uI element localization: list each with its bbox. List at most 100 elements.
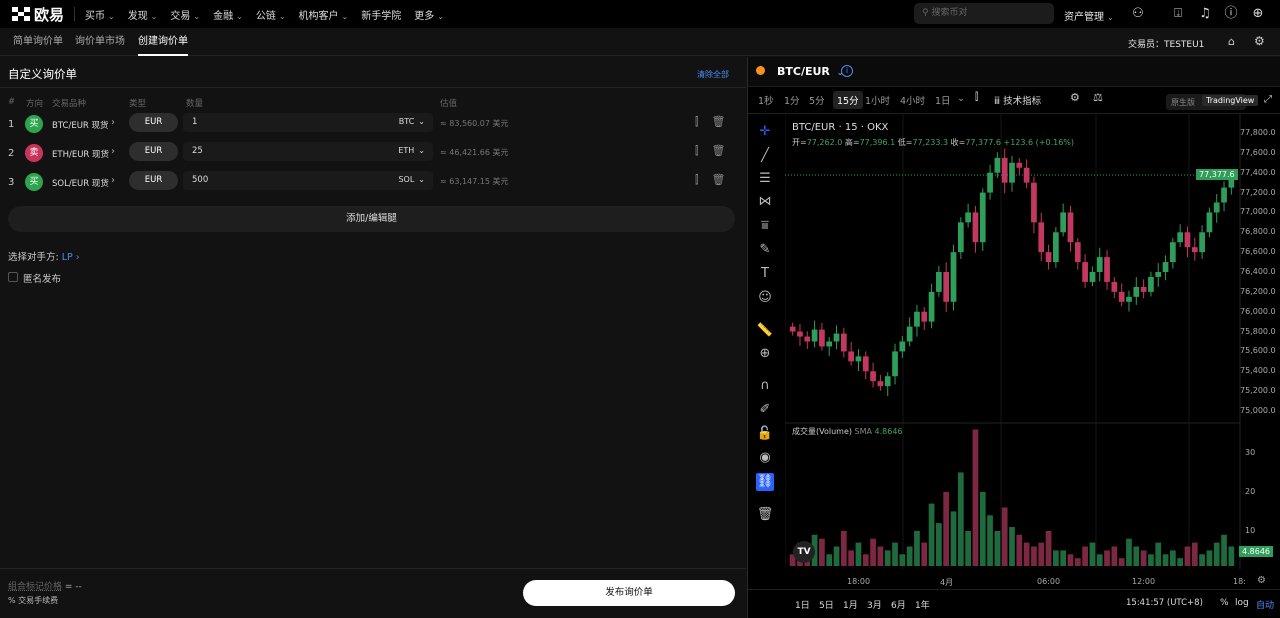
quantity-input[interactable]: 25 ETH ⌄ bbox=[183, 142, 433, 161]
trading-fee-link[interactable]: % 交易手续费 bbox=[8, 596, 59, 605]
instrument-label[interactable]: ETH/EUR 现货 bbox=[52, 150, 110, 160]
tab-rfq-market[interactable]: 询价单市场 bbox=[75, 36, 125, 47]
symbol-selector[interactable]: BTC/EUR ⌄ bbox=[777, 65, 843, 78]
emoji-icon[interactable]: ☺ bbox=[758, 290, 772, 305]
nav-item[interactable]: 新手学院 bbox=[361, 7, 401, 22]
nav-item[interactable]: 买币 ⌄ bbox=[85, 7, 115, 22]
add-edit-leg-button[interactable]: 添加/编辑腿 bbox=[8, 206, 735, 232]
nav-item[interactable]: 更多 ⌄ bbox=[414, 7, 444, 22]
unit-select[interactable]: SOL ⌄ bbox=[398, 175, 425, 184]
quantity-input[interactable]: 500 SOL ⌄ bbox=[183, 171, 433, 190]
anonymous-checkbox[interactable] bbox=[8, 272, 18, 282]
side-badge[interactable]: 卖 bbox=[25, 144, 43, 162]
unit-select[interactable]: BTC ⌄ bbox=[399, 117, 425, 126]
type-select[interactable]: EUR bbox=[129, 142, 178, 161]
adjust-icon[interactable]: ⫿ bbox=[695, 115, 712, 128]
indicators-button[interactable]: ⅲ 技术指标 bbox=[994, 93, 1041, 107]
timeframe-1[interactable]: 1分 bbox=[784, 96, 800, 107]
instrument-label[interactable]: BTC/EUR 现货 bbox=[52, 121, 109, 131]
timeframe-2[interactable]: 5分 bbox=[809, 96, 825, 107]
range-5[interactable]: 1年 bbox=[915, 601, 930, 611]
tradingview-logo-icon[interactable]: TV bbox=[793, 541, 815, 563]
range-1[interactable]: 5日 bbox=[819, 601, 834, 611]
eye-icon[interactable]: ◉ bbox=[759, 450, 771, 465]
type-select[interactable]: EUR bbox=[129, 113, 178, 132]
logo[interactable]: 欧易 bbox=[12, 4, 64, 25]
native-view-toggle[interactable]: 原生版 bbox=[1171, 98, 1195, 107]
fib-icon[interactable]: ☰ bbox=[759, 171, 771, 186]
measure-lines-icon[interactable]: ⩸ bbox=[761, 218, 769, 233]
chevron-right-icon[interactable]: › bbox=[111, 146, 115, 157]
trash-icon[interactable]: 🗑 bbox=[711, 115, 739, 128]
percent-toggle[interactable]: % bbox=[1220, 598, 1229, 608]
chevron-down-icon[interactable]: ⌄ bbox=[957, 93, 965, 104]
nav-item[interactable]: 金融 ⌄ bbox=[213, 7, 243, 22]
candle-body bbox=[1169, 242, 1176, 263]
zoom-in-icon[interactable]: ⊕ bbox=[759, 346, 771, 361]
tradingview-toggle[interactable]: TradingView bbox=[1202, 95, 1259, 106]
tab-create-rfq[interactable]: 创建询价单 bbox=[138, 28, 188, 56]
timeframe-3[interactable]: 15分 bbox=[833, 91, 863, 109]
user-icon[interactable]: ⚇ bbox=[1132, 6, 1144, 21]
price-chart[interactable] bbox=[785, 114, 1280, 589]
candle-body bbox=[855, 356, 862, 362]
clear-all-button[interactable]: 清除全部 bbox=[697, 70, 729, 79]
pattern-icon[interactable]: ⋈ bbox=[758, 194, 772, 209]
asset-management-menu[interactable]: 资产管理 ⌄ bbox=[1064, 8, 1114, 23]
help-icon[interactable]: ⓘ bbox=[1224, 6, 1238, 21]
adjust-icon[interactable]: ⫿ bbox=[695, 173, 712, 186]
lock-draw-icon[interactable]: ✐ bbox=[759, 402, 771, 417]
nav-item[interactable]: 公链 ⌄ bbox=[256, 7, 286, 22]
log-toggle[interactable]: log bbox=[1235, 598, 1249, 608]
publish-rfq-button[interactable]: 发布询价单 bbox=[523, 580, 735, 606]
close-value: 77,377.6 bbox=[965, 138, 1001, 147]
chart-settings-icon[interactable]: ⚙ bbox=[1070, 91, 1080, 104]
type-select[interactable]: EUR bbox=[129, 171, 178, 190]
graduation-cap-icon[interactable]: ⌂ bbox=[1228, 35, 1235, 48]
range-0[interactable]: 1日 bbox=[795, 601, 810, 611]
range-3[interactable]: 3月 bbox=[867, 601, 882, 611]
settings-icon[interactable]: ⚙ bbox=[1254, 34, 1265, 48]
trendline-icon[interactable]: ╱ bbox=[761, 148, 769, 163]
download-icon[interactable]: ⍗ bbox=[1174, 6, 1182, 21]
tab-simple-rfq[interactable]: 简单询价单 bbox=[13, 36, 63, 47]
scale-icon[interactable]: ⚖ bbox=[1093, 91, 1103, 104]
nav-item[interactable]: 交易 ⌄ bbox=[170, 7, 200, 22]
quantity-input[interactable]: 1 BTC ⌄ bbox=[183, 113, 433, 132]
magnet-icon[interactable]: ∩ bbox=[760, 378, 770, 393]
side-badge[interactable]: 买 bbox=[25, 173, 43, 191]
nav-item[interactable]: 发现 ⌄ bbox=[128, 7, 158, 22]
nav-item[interactable]: 机构客户 ⌄ bbox=[299, 7, 349, 22]
instrument-label[interactable]: SOL/EUR 现货 bbox=[52, 179, 109, 189]
side-badge[interactable]: 买 bbox=[25, 115, 43, 133]
timeframe-4[interactable]: 1小时 bbox=[865, 96, 891, 107]
brush-icon[interactable]: ✎ bbox=[759, 242, 771, 257]
crosshair-icon[interactable]: ✛ bbox=[759, 124, 771, 139]
axis-settings-icon[interactable]: ⚙ bbox=[1257, 575, 1266, 586]
counterparty-select[interactable]: LP › bbox=[62, 252, 80, 263]
timeframe-5[interactable]: 4小时 bbox=[900, 96, 926, 107]
bell-icon[interactable]: ♫ bbox=[1199, 6, 1211, 21]
auto-scale-toggle[interactable]: 自动 bbox=[1256, 601, 1275, 611]
candle-type-icon[interactable]: ⫿ bbox=[975, 92, 979, 103]
search-input[interactable]: ⚲ 搜索币对 bbox=[914, 3, 1054, 24]
lock-icon[interactable]: 🔓 bbox=[756, 426, 774, 441]
ruler-icon[interactable]: 📏 bbox=[756, 323, 774, 338]
range-4[interactable]: 6月 bbox=[891, 601, 906, 611]
timeframe-0[interactable]: 1秒 bbox=[758, 96, 774, 107]
trash-icon[interactable]: 🗑 bbox=[711, 144, 739, 157]
timeframe-6[interactable]: 1日 bbox=[935, 96, 951, 107]
last-price-label: 77,377.6 bbox=[1196, 169, 1238, 180]
chevron-right-icon[interactable]: › bbox=[111, 117, 115, 128]
trash-icon[interactable]: 🗑 bbox=[756, 507, 774, 522]
range-2[interactable]: 1月 bbox=[843, 601, 858, 611]
fullscreen-icon[interactable]: ⤢ bbox=[1264, 94, 1272, 105]
trash-icon[interactable]: 🗑 bbox=[711, 173, 739, 186]
text-icon[interactable]: T bbox=[761, 266, 769, 281]
adjust-icon[interactable]: ⫿ bbox=[695, 144, 712, 157]
link-icon[interactable]: ⛓ bbox=[756, 473, 774, 491]
info-icon[interactable]: i bbox=[841, 65, 853, 77]
chevron-right-icon[interactable]: › bbox=[111, 175, 115, 186]
unit-select[interactable]: ETH ⌄ bbox=[398, 146, 425, 155]
globe-icon[interactable]: ⊕ bbox=[1252, 6, 1264, 21]
